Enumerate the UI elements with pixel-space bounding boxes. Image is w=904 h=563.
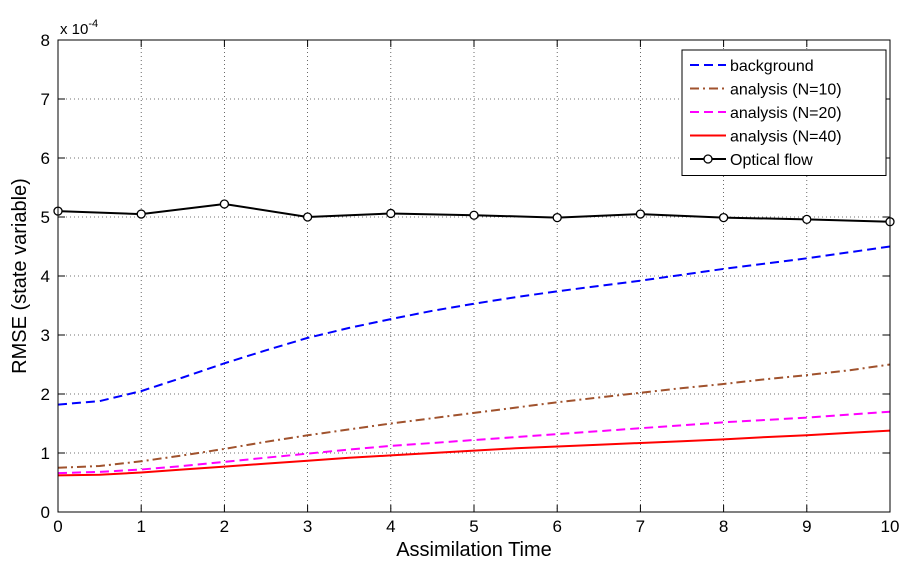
y-tick-label: 7 xyxy=(41,90,50,109)
data-point-marker xyxy=(386,208,396,219)
series-line-1 xyxy=(57,363,891,469)
legend-label-4: Optical flow xyxy=(730,152,813,169)
y-tick-label: 5 xyxy=(41,208,50,227)
legend-label-0: background xyxy=(730,58,814,75)
y-tick-label: 6 xyxy=(41,149,50,168)
legend: background analysis (N=10) analysis (N=20)… xyxy=(681,49,887,176)
legend-label-1: analysis (N=10) xyxy=(730,82,842,99)
x-axis-title: Assimilation Time xyxy=(396,539,552,561)
x-tick-label: 3 xyxy=(303,517,312,536)
series-layer xyxy=(53,199,895,477)
y-axis-multiplier: x 10-4 xyxy=(60,18,98,38)
y-tick-label: 3 xyxy=(41,326,50,345)
y-tick-label: 4 xyxy=(41,267,50,286)
y-tick-label: 8 xyxy=(41,31,50,50)
axis-ticks: 0 1 2 3 4 5 6 7 8 9 10 0 1 2 3 4 5 6 7 8 xyxy=(41,31,900,536)
y-multiplier-exponent: -4 xyxy=(88,18,98,30)
legend-marker xyxy=(703,154,713,164)
y-multiplier-base: x 10 xyxy=(60,21,88,38)
data-point-marker xyxy=(136,209,146,219)
series-line-3 xyxy=(57,429,891,477)
x-tick-label: 2 xyxy=(220,517,229,536)
x-tick-label: 1 xyxy=(136,517,145,536)
legend-label-3: analysis (N=40) xyxy=(730,129,842,146)
data-point-marker xyxy=(552,212,562,223)
x-tick-label: 6 xyxy=(552,517,561,536)
data-point-marker xyxy=(219,199,230,209)
y-axis-title: RMSE (state variable) xyxy=(9,178,31,374)
x-tick-label: 9 xyxy=(802,517,811,536)
legend-box xyxy=(681,49,887,176)
x-tick-label: 10 xyxy=(881,517,900,536)
series-line-0 xyxy=(57,245,891,406)
y-tick-label: 1 xyxy=(41,444,50,463)
legend-label-2: analysis (N=20) xyxy=(730,105,842,122)
data-point-marker xyxy=(469,210,479,220)
x-tick-label: 4 xyxy=(386,517,395,536)
data-point-marker xyxy=(635,209,646,219)
x-tick-label: 5 xyxy=(469,517,478,536)
y-tick-label: 2 xyxy=(41,385,50,404)
x-tick-label: 0 xyxy=(53,517,62,536)
data-point-marker xyxy=(802,214,812,225)
y-tick-label: 0 xyxy=(41,503,50,522)
x-tick-label: 8 xyxy=(719,517,728,536)
data-point-marker xyxy=(302,212,313,222)
data-point-marker xyxy=(718,212,729,223)
x-tick-label: 7 xyxy=(636,517,645,536)
